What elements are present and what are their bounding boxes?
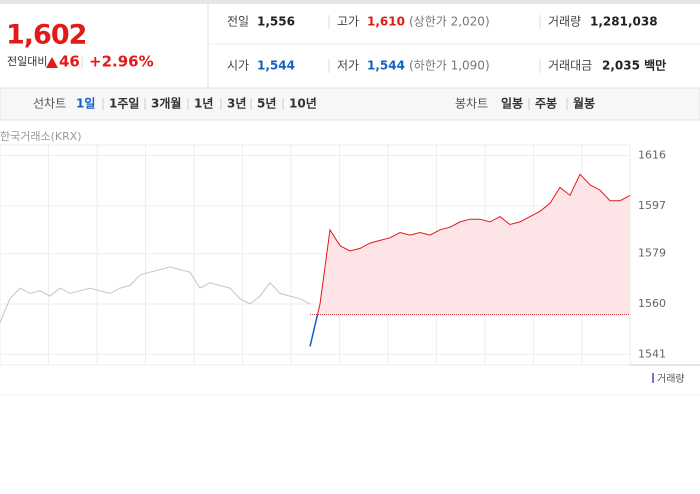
candle-tab[interactable]: 주봉 [535, 97, 557, 111]
change-pct: +2.96% [89, 53, 154, 71]
y-tick-label: 1579 [638, 247, 666, 260]
quote-note: (상한가 2,020) [409, 15, 490, 29]
up-arrow [46, 57, 58, 68]
area [317, 174, 630, 315]
source: 한국거래소(KRX) [0, 130, 82, 143]
quote-label: 거래대금 [548, 59, 592, 73]
volume-key [652, 373, 654, 383]
y-tick-label: 1597 [638, 199, 666, 212]
y-tick-label: 1560 [638, 297, 666, 310]
quote-value: 1,544 [257, 59, 295, 73]
y-tick-label: 1541 [638, 347, 666, 360]
quote-value: 1,556 [257, 15, 295, 29]
period-tab[interactable]: 3개월 [151, 96, 181, 111]
period-tab[interactable]: 1주일 [109, 97, 139, 111]
y-tick-label: 1616 [638, 149, 666, 162]
quote-value: 1,610 [367, 15, 405, 29]
period-tab[interactable]: 1일 [76, 97, 95, 111]
quote-label: 거래량 [548, 15, 581, 29]
candle-tab[interactable]: 일봉 [501, 97, 523, 111]
period-tab[interactable]: 3년 [227, 97, 246, 111]
quote-label: 전일 [227, 15, 249, 29]
candle-tab[interactable]: 월봉 [573, 96, 595, 111]
tab-bar [0, 87, 700, 121]
period-tab[interactable]: 5년 [257, 97, 276, 111]
price: 1,602 [6, 20, 86, 51]
period-label: 선차트 [33, 97, 66, 111]
quote-value: 2,035 백만 [602, 58, 666, 73]
quote-value: 1,281,038 [590, 15, 658, 29]
price-line [316, 173, 631, 315]
quote-value: 1,544 [367, 59, 405, 73]
change: 46 [59, 53, 80, 71]
quote-label: 시가 [227, 59, 249, 73]
period-tab[interactable]: 1년 [194, 97, 213, 111]
prev-line [0, 266, 311, 323]
volume-label: 거래량 [657, 373, 685, 385]
quote-label: 고가 [337, 15, 359, 29]
quote-note: (하한가 1,090) [409, 59, 490, 73]
quote-label: 저가 [337, 59, 359, 73]
change-label: 전일대비 [7, 54, 47, 68]
candle-label: 봉차트 [455, 97, 488, 111]
top-bar [0, 0, 700, 4]
period-tab[interactable]: 10년 [289, 97, 317, 111]
